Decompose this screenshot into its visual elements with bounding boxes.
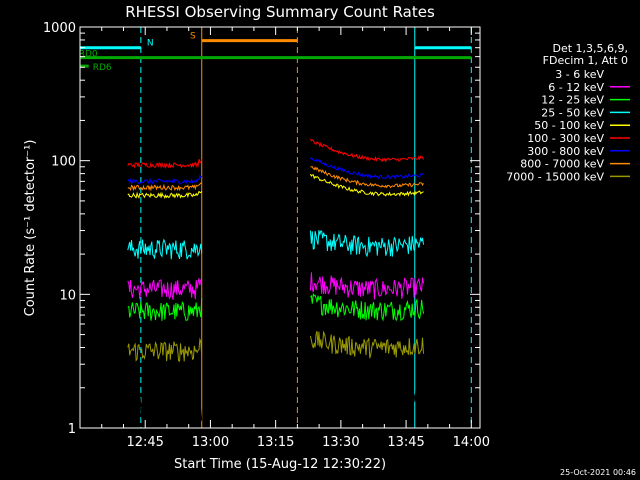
flag-bars: N S RD0 RD6 (79, 32, 472, 73)
y-axis-label: Count Rate (s⁻¹ detector⁻¹) (23, 140, 38, 317)
series-line (127, 182, 202, 192)
x-tick-label: 13:30 (322, 435, 359, 450)
legend-label: 3 - 6 keV (555, 68, 604, 81)
series-line (127, 297, 203, 321)
y-tick-label: 100 (51, 155, 76, 170)
series-line (309, 230, 424, 258)
series-line (310, 165, 424, 189)
series-line (309, 156, 424, 181)
legend-label: 100 - 300 keV (527, 132, 604, 145)
series-line (127, 238, 203, 260)
y-tick-label: 1000 (43, 21, 76, 36)
legend-label: 300 - 800 keV (527, 145, 604, 158)
flag-label-s: S (190, 32, 196, 42)
flag-label-n: N (147, 39, 154, 49)
legend-label: 800 - 7000 keV (520, 158, 604, 171)
series-line (127, 278, 203, 300)
series-line (127, 158, 203, 169)
legend-header: FDecim 1, Att 0 (543, 54, 628, 67)
series-line (309, 173, 424, 197)
x-tick-label: 13:45 (387, 435, 424, 450)
series-line (309, 272, 424, 300)
series-line (127, 174, 203, 185)
flag-label-rd0: RD0 (79, 50, 98, 60)
series-line (127, 190, 203, 199)
series-line (310, 292, 424, 322)
legend-header: Det 1,3,5,6,9, (552, 42, 628, 55)
series-line (127, 337, 203, 362)
y-tick-label: 1 (68, 422, 76, 437)
flag-label-rd6: RD6 (93, 63, 112, 73)
series-group (127, 138, 424, 428)
series-line (309, 138, 424, 163)
legend-label: 25 - 50 keV (541, 106, 604, 119)
legend-label: 50 - 100 keV (534, 119, 604, 132)
series-line (309, 330, 424, 359)
x-tick-label: 12:45 (126, 435, 163, 450)
legend: Det 1,3,5,6,9,FDecim 1, Att 03 - 6 keV6 … (506, 42, 630, 183)
legend-label: 6 - 12 keV (548, 81, 604, 94)
series-line (309, 381, 424, 428)
series-line (127, 387, 203, 428)
x-tick-label: 13:00 (192, 435, 229, 450)
plot-frame (79, 26, 481, 429)
x-tick-label: 14:00 (453, 435, 490, 450)
axes: 12:45 13:00 13:15 13:30 13:45 14:00 1 10 100 1000 (43, 21, 490, 450)
legend-label: 7000 - 15000 keV (506, 170, 604, 183)
legend-label: 12 - 25 keV (541, 94, 604, 107)
x-tick-label: 13:15 (257, 435, 294, 450)
timestamp: 25-Oct-2021 00:46 (560, 468, 636, 477)
chart-title: RHESSI Observing Summary Count Rates (125, 3, 435, 21)
y-tick-label: 10 (59, 288, 76, 303)
x-axis-label: Start Time (15-Aug-12 12:30:22) (174, 457, 386, 472)
